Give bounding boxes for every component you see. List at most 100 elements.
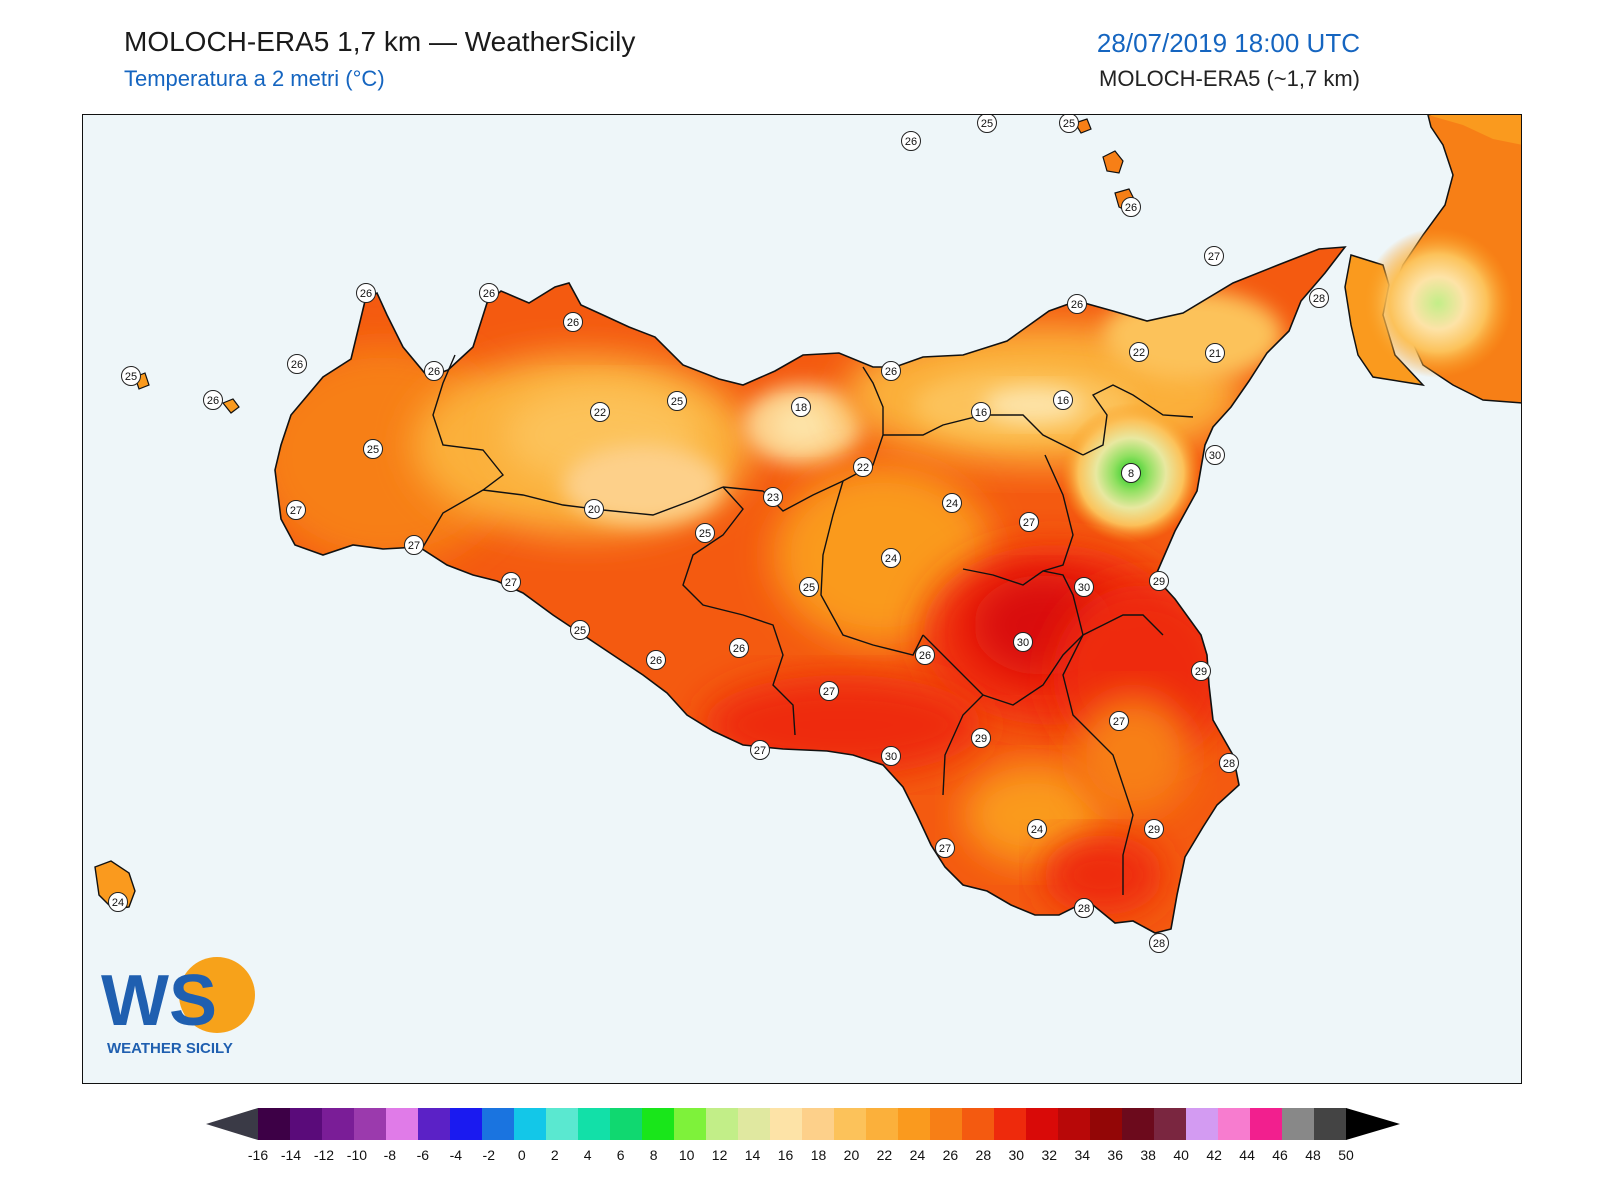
temperature-label-value: 8	[1128, 468, 1134, 480]
colorbar-tick-label: -4	[450, 1147, 463, 1163]
temperature-label-badge	[881, 746, 901, 766]
colorbar-swatch	[898, 1108, 931, 1140]
temperature-label-badge	[1013, 632, 1033, 652]
temperature-label-value: 21	[1209, 348, 1221, 360]
temperature-label-value: 22	[594, 407, 606, 419]
colorbar-swatch	[1154, 1108, 1187, 1140]
temperature-label: 27	[1109, 711, 1129, 731]
temperature-label: 26	[915, 645, 935, 665]
colorbar-swatch	[1282, 1108, 1315, 1140]
temperature-label: 28	[1149, 933, 1169, 953]
colorbar-tick-label: 36	[1107, 1147, 1123, 1163]
temperature-label: 26	[563, 312, 583, 332]
temperature-label-value: 27	[290, 505, 302, 517]
temperature-label-badge	[1059, 115, 1079, 133]
colorbar-tick-label: 30	[1009, 1147, 1025, 1163]
temperature-label-badge	[901, 131, 921, 151]
temperature-label-value: 22	[1133, 347, 1145, 359]
temperature-label-value: 25	[125, 371, 137, 383]
temperature-label: 30	[1074, 577, 1094, 597]
temperature-label-badge	[1074, 898, 1094, 918]
temperature-label: 28	[1309, 288, 1329, 308]
colorbar-swatch	[354, 1108, 387, 1140]
temperature-label: 27	[404, 535, 424, 555]
colorbar-tick-label: -8	[384, 1147, 397, 1163]
colorbar-tick-label: 22	[877, 1147, 893, 1163]
temperature-label: 30	[1205, 445, 1225, 465]
temperature-label-badge	[799, 577, 819, 597]
temperature-label: 26	[646, 650, 666, 670]
temperature-label-badge	[819, 681, 839, 701]
temperature-label-value: 30	[1078, 582, 1090, 594]
temperature-label-badge	[1067, 294, 1087, 314]
temperature-label-value: 25	[1063, 118, 1075, 130]
temperature-label-badge	[1205, 343, 1225, 363]
colorbar-tick-label: -10	[347, 1147, 367, 1163]
temperature-label-value: 26	[885, 366, 897, 378]
temperature-label: 26	[881, 361, 901, 381]
temperature-label: 25	[667, 391, 687, 411]
map-panel[interactable]: 26 25 25 26 27 28 26 26 22 21 16 16 30 8 26 26 26 26 26 25 2…	[82, 114, 1522, 1084]
temperature-label-value: 16	[975, 407, 987, 419]
temperature-label: 26	[203, 390, 223, 410]
colorbar-tick-label: 38	[1140, 1147, 1156, 1163]
map-title: MOLOCH-ERA5 1,7 km — WeatherSicily	[124, 26, 636, 57]
colorbar-tick-label: -6	[417, 1147, 430, 1163]
temperature-label: 25	[570, 620, 590, 640]
model-label: MOLOCH-ERA5 (~1,7 km)	[1099, 66, 1360, 91]
colorbar-tick-label: 26	[943, 1147, 959, 1163]
colorbar-tick-label: 46	[1272, 1147, 1288, 1163]
colorbar-tick-label: 40	[1173, 1147, 1189, 1163]
temperature-label: 25	[121, 366, 141, 386]
temperature-label: 25	[799, 577, 819, 597]
temperature-label-badge	[404, 535, 424, 555]
colorbar-tick-label: -12	[314, 1147, 334, 1163]
temperature-label-value: 24	[946, 498, 958, 510]
colorbar-swatch	[386, 1108, 419, 1140]
temperature-label: 25	[1059, 115, 1079, 133]
temperature-label-value: 26	[483, 288, 495, 300]
temperature-label-badge	[942, 493, 962, 513]
temperature-label-value: 26	[567, 317, 579, 329]
colorbar-tick-label: 20	[844, 1147, 860, 1163]
temperature-label: 22	[590, 402, 610, 422]
temperature-label-value: 26	[360, 288, 372, 300]
temperature-label-value: 25	[671, 396, 683, 408]
temperature-label-badge	[1204, 246, 1224, 266]
colorbar-swatch	[482, 1108, 515, 1140]
temperature-label: 16	[1053, 390, 1073, 410]
calabria-region	[1344, 115, 1521, 404]
temperature-label-badge	[695, 523, 715, 543]
temperature-label: 30	[1013, 632, 1033, 652]
temperature-label-value: 24	[885, 553, 897, 565]
temperature-label: 18	[791, 397, 811, 417]
temperature-label-value: 24	[112, 897, 124, 909]
colorbar-swatch	[866, 1108, 899, 1140]
colorbar-max-arrow	[1346, 1108, 1400, 1140]
temperature-label-badge	[108, 892, 128, 912]
colorbar-swatch	[1122, 1108, 1155, 1140]
temperature-label: 29	[971, 728, 991, 748]
temperature-label-badge	[1149, 933, 1169, 953]
map-subtitle: Temperatura a 2 metri (°C)	[124, 66, 385, 91]
colorbar-tick-label: 8	[650, 1147, 658, 1163]
temperature-label-badge	[791, 397, 811, 417]
colorbar-min-arrow	[206, 1108, 258, 1140]
temperature-label: 23	[763, 487, 783, 507]
temperature-label-badge	[1121, 197, 1141, 217]
temperature-label: 22	[1129, 342, 1149, 362]
temperature-label-value: 27	[1208, 251, 1220, 263]
temperature-label: 27	[750, 740, 770, 760]
colorbar-tick-label: 34	[1074, 1147, 1090, 1163]
temperature-label-value: 26	[428, 366, 440, 378]
colorbar-swatch	[802, 1108, 835, 1140]
temperature-label-badge	[881, 361, 901, 381]
temperature-label: 26	[729, 638, 749, 658]
colorbar-swatch	[578, 1108, 611, 1140]
colorbar-swatch	[962, 1108, 995, 1140]
colorbar-swatch	[1090, 1108, 1123, 1140]
colorbar-swatch	[770, 1108, 803, 1140]
colorbar-swatch	[1058, 1108, 1091, 1140]
temperature-label-value: 28	[1078, 903, 1090, 915]
temperature-label-value: 27	[939, 843, 951, 855]
